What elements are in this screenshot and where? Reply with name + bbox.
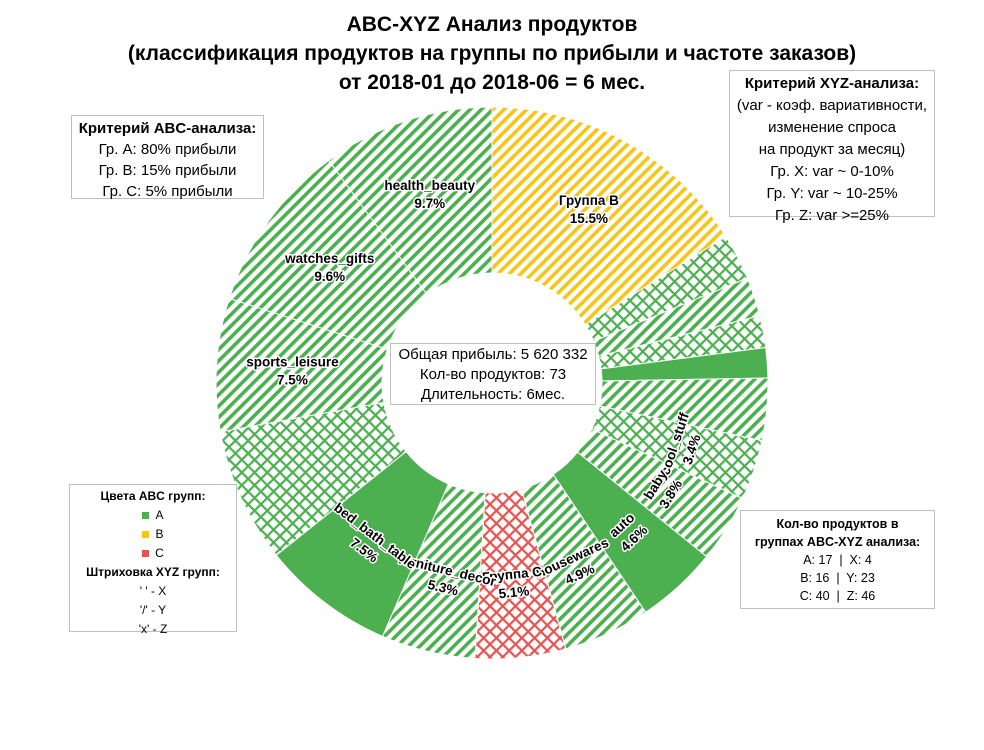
title-line-2: (классификация продуктов на группы по пр… (127, 42, 857, 65)
hatch-item-y: '/' - Y (139, 603, 167, 617)
legend-label-b: B (155, 527, 164, 541)
total-profit: Общая прибыль: 5 620 332 (398, 346, 588, 363)
slice-label: sports_leisure 7.5% (246, 355, 339, 388)
colors-legend-heading: Цвета ABC групп: (100, 489, 206, 503)
slice-label: watches_gifts 9.6% (284, 251, 374, 284)
chart-title: ABC-XYZ Анализ продуктов (классификация … (0, 10, 984, 97)
xyz-criteria-line: (var - коэф. вариативности, (736, 97, 928, 114)
abc-criteria-line: Гр. B: 15% прибыли (98, 162, 237, 179)
title-line-3: от 2018-01 до 2018-06 = 6 мес. (338, 71, 646, 94)
center-info-box: Общая прибыль: 5 620 332 Кол-во продукто… (390, 343, 596, 405)
slice-label: Группа B 15.5% (559, 193, 619, 226)
xyz-criteria-line: Гр. X: var ~ 0-10% (770, 163, 894, 180)
legend-swatch-a (142, 512, 150, 520)
counts-heading-2: группах ABC-XYZ анализа: (754, 535, 921, 549)
donut-slice-watches_gifts (228, 159, 428, 350)
legend-label-a: A (155, 508, 164, 522)
xyz-criteria-line: изменение спроса (768, 119, 896, 136)
abc-criteria-box: Критерий ABC-анализа: Гр. A: 80% прибыли… (71, 115, 264, 200)
xyz-criteria-line: Гр. Z: var >=25% (774, 207, 889, 224)
product-count: Кол-во продуктов: 73 (419, 366, 567, 383)
legend-label-c: C (155, 546, 164, 560)
hatch-legend-heading: Штриховка XYZ групп: (86, 565, 220, 579)
counts-box: Кол-во продуктов в группах ABC-XYZ анали… (740, 510, 935, 609)
abc-criteria-line: Гр. A: 80% прибыли (98, 141, 237, 158)
xyz-criteria-line: на продукт за месяц) (758, 141, 906, 158)
legend-item-a: A (70, 506, 236, 525)
legend-item-b: B (70, 525, 236, 544)
legend-item-c: C (70, 544, 236, 563)
duration: Длительность: 6мес. (420, 386, 566, 403)
legend-swatch-c (142, 550, 150, 558)
counts-heading-1: Кол-во продуктов в (776, 517, 899, 531)
donut-slice-группа-b (491, 106, 727, 326)
colors-legend-box: Цвета ABC групп: A B C Штриховка XYZ гру… (69, 484, 237, 636)
xyz-criteria-heading: Критерий XYZ-анализа: (744, 75, 920, 92)
slice-label: Группа C5.1% (481, 564, 544, 603)
counts-row: C: 40 | Z: 46 (799, 589, 876, 603)
hatch-item-x: ' ' - X (139, 584, 167, 598)
xyz-criteria-line: Гр. Y: var ~ 10-25% (766, 185, 898, 202)
donut-slice-health_beauty (328, 106, 493, 296)
slice-label: health_beauty 9.7% (384, 178, 475, 211)
abc-criteria-heading: Критерий ABC-анализа: (78, 120, 257, 137)
xyz-criteria-box: Критерий XYZ-анализа: (var - коэф. вариа… (729, 70, 935, 224)
counts-row: B: 16 | Y: 23 (800, 571, 875, 585)
title-line-1: ABC-XYZ Анализ продуктов (346, 13, 638, 36)
counts-row: A: 17 | X: 4 (803, 553, 872, 567)
abc-criteria-line: Гр. C: 5% прибыли (102, 183, 233, 200)
donut-slices (215, 106, 769, 660)
legend-swatch-b (142, 531, 150, 539)
hatch-item-z: 'x' - Z (138, 622, 168, 636)
